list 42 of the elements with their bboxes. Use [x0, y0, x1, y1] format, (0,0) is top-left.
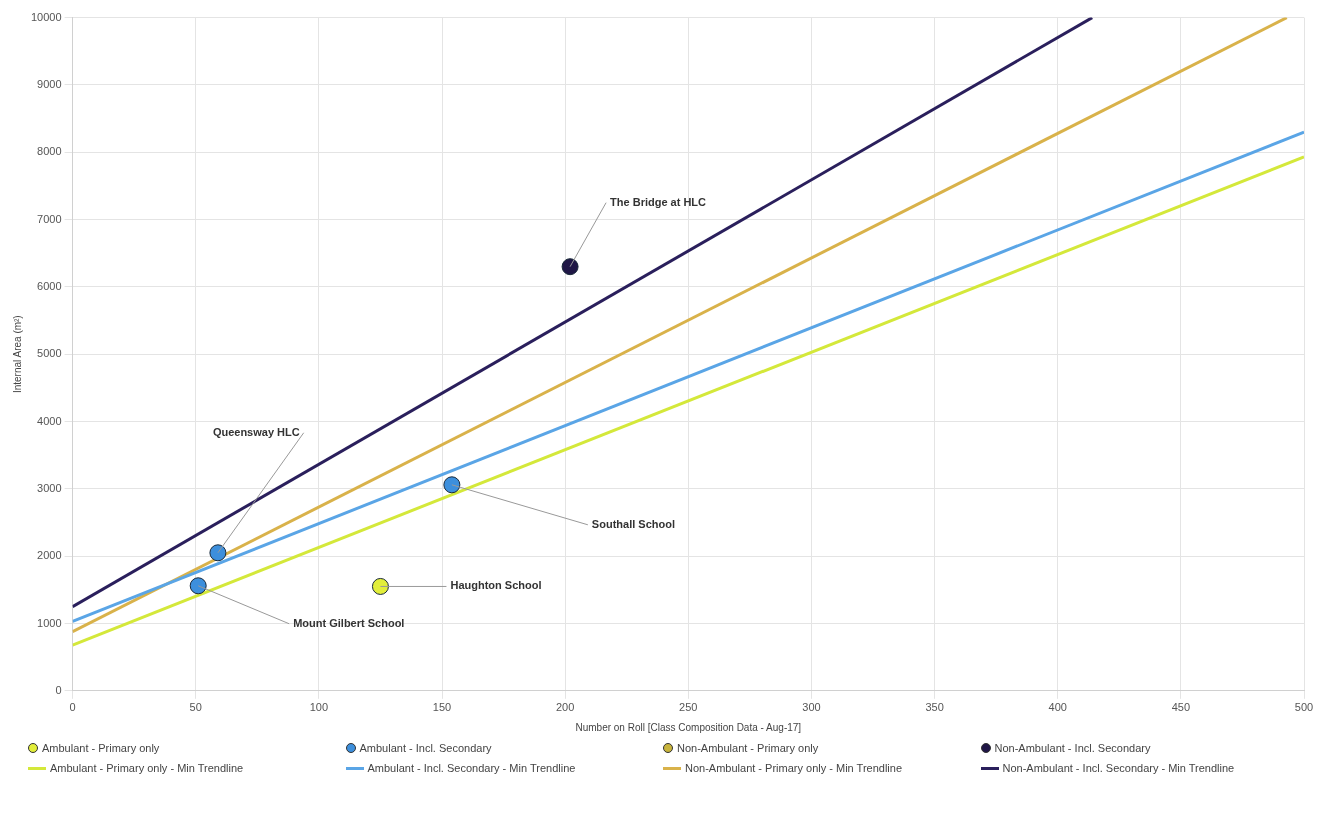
- x-tick-label: 400: [1048, 701, 1067, 714]
- annotation: Haughton School: [450, 579, 542, 592]
- y-tick-label: 9000: [37, 77, 62, 90]
- x-tick-label: 250: [679, 701, 698, 714]
- annotation: The Bridge at HLC: [610, 195, 707, 208]
- legend-label: Non-Ambulant - Incl. Secondary: [994, 742, 1151, 754]
- y-axis-title: Internal Area (m²): [11, 315, 23, 394]
- legend-label: Ambulant - Incl. Secondary - Min Trendline: [367, 762, 576, 774]
- y-tick-label: 3000: [37, 481, 62, 494]
- annotation: Southall School: [591, 517, 675, 530]
- y-tick-label: 2000: [37, 549, 62, 562]
- annotation: Mount Gilbert School: [293, 616, 405, 629]
- y-tick-label: 0: [55, 683, 62, 696]
- x-tick-label: 200: [555, 701, 575, 714]
- x-tick-label: 0: [69, 701, 76, 714]
- point: [209, 544, 227, 562]
- y-tick-label: 5000: [37, 347, 62, 360]
- y-tick-label: 4000: [37, 414, 62, 427]
- point: [371, 577, 389, 595]
- x-tick-label: 50: [189, 701, 202, 714]
- point: [189, 577, 207, 595]
- y-tick-label: 7000: [37, 212, 62, 225]
- x-axis-title: Number on Roll [Class Composition Data - Aug-17]: [575, 721, 802, 733]
- legend-label: Ambulant - Primary only: [42, 742, 160, 754]
- x-tick-label: 150: [432, 701, 452, 714]
- x-tick-label: 350: [925, 701, 944, 714]
- x-tick-label: 100: [309, 701, 329, 714]
- point: [561, 258, 579, 276]
- point: [443, 476, 461, 494]
- legend-label: Non-Ambulant - Incl. Secondary - Min Trendline: [1002, 762, 1235, 774]
- legend-label: Ambulant - Primary only - Min Trendline: [50, 762, 244, 774]
- x-tick-label: 300: [802, 701, 821, 714]
- y-tick-label: 1000: [37, 616, 62, 629]
- y-tick-label: 10000: [30, 10, 62, 23]
- annotation: Queensway HLC: [212, 425, 300, 438]
- y-tick-label: 8000: [37, 145, 62, 158]
- x-tick-label: 450: [1171, 701, 1191, 714]
- x-tick-label: 500: [1294, 701, 1314, 714]
- y-tick-label: 6000: [37, 279, 62, 292]
- legend-label: Non-Ambulant - Primary only: [677, 742, 819, 754]
- legend-label: Ambulant - Incl. Secondary: [359, 742, 492, 754]
- legend-label: Non-Ambulant - Primary only - Min Trendline: [685, 762, 903, 774]
